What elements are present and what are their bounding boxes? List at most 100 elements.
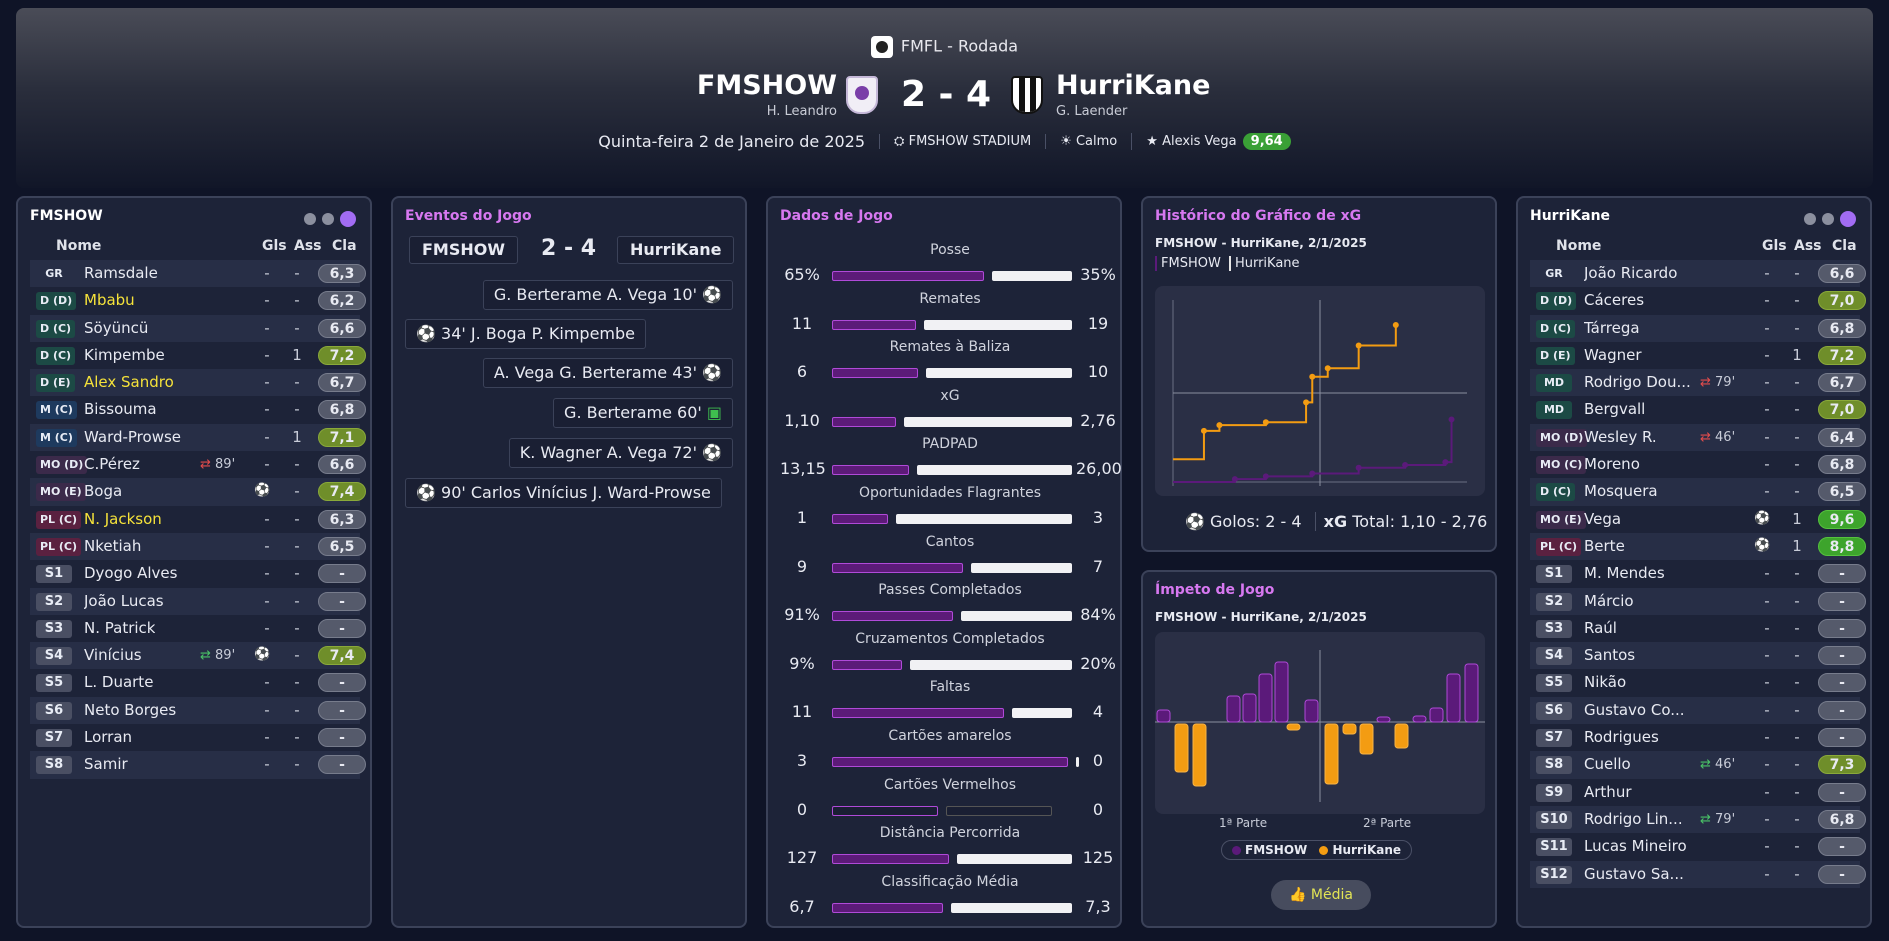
player-name[interactable]: Mbabu xyxy=(84,291,135,310)
player-name[interactable]: Rodrigues xyxy=(1584,728,1659,747)
player-name[interactable]: Wesley R. xyxy=(1584,427,1657,446)
player-name[interactable]: Nketiah xyxy=(84,536,142,555)
player-row[interactable]: S3 Raúl - - - xyxy=(1530,615,1866,642)
panel-view-switch[interactable] xyxy=(1798,210,1856,229)
player-row[interactable]: S12 Gustavo Sa... - - - xyxy=(1530,860,1866,888)
player-row[interactable]: MD Bergvall - -7,0 xyxy=(1530,396,1866,423)
xg-point[interactable] xyxy=(1262,473,1269,480)
momentum-bar[interactable] xyxy=(1394,723,1409,749)
momentum-bar[interactable] xyxy=(1156,709,1171,723)
col-name[interactable]: Nome xyxy=(1556,238,1602,254)
player-row[interactable]: S8 Samir - - - xyxy=(30,751,366,779)
player-name[interactable]: Kimpembe xyxy=(84,345,165,364)
player-row[interactable]: S11 Lucas Mineiro - - - xyxy=(1530,833,1866,860)
player-row[interactable]: M (C) Bissouma - -6,8 xyxy=(30,396,366,423)
xg-point[interactable] xyxy=(1355,342,1362,349)
player-row[interactable]: PL (C) Berte ⚽ 1 8,8 xyxy=(1530,532,1866,561)
panel-view-switch[interactable] xyxy=(298,210,356,229)
view-dot[interactable] xyxy=(304,213,316,225)
player-row[interactable]: MO (E) Vega ⚽ 1 9,6 xyxy=(1530,506,1866,533)
xg-point[interactable] xyxy=(1355,464,1362,471)
player-row[interactable]: GR João Ricardo - -6,6 xyxy=(1530,260,1866,288)
player-name[interactable]: Vinícius xyxy=(84,646,142,665)
player-name[interactable]: Dyogo Alves xyxy=(84,564,178,583)
average-button[interactable]: 👍 Média xyxy=(1271,880,1371,910)
player-name[interactable]: Neto Borges xyxy=(84,700,177,719)
player-name[interactable]: Gustavo Co... xyxy=(1584,700,1685,719)
col-assists[interactable]: Ass xyxy=(294,238,322,254)
player-name[interactable]: Söyüncü xyxy=(84,318,149,337)
col-rating[interactable]: Cla xyxy=(332,238,357,254)
player-name[interactable]: Vega xyxy=(1584,509,1622,528)
player-row[interactable]: S2 Márcio - - - xyxy=(1530,587,1866,615)
player-row[interactable]: D (E) Alex Sandro - -6,7 xyxy=(30,369,366,397)
player-row[interactable]: MO (D) C.Pérez ⇄ 89' - -6,6 xyxy=(30,451,366,478)
player-row[interactable]: MD Rodrigo Dou... ⇄ 79' - -6,7 xyxy=(1530,369,1866,397)
momentum-bar[interactable] xyxy=(1226,695,1241,723)
player-name[interactable]: Berte xyxy=(1584,536,1625,555)
player-row[interactable]: S1 M. Mendes - - - xyxy=(1530,560,1866,587)
player-name[interactable]: Ramsdale xyxy=(84,264,158,282)
momentum-bar[interactable] xyxy=(1304,699,1319,723)
player-name[interactable]: Lorran xyxy=(84,728,133,747)
player-name[interactable]: Santos xyxy=(1584,646,1636,665)
momentum-bar[interactable] xyxy=(1242,693,1257,723)
event-row[interactable]: A. Vega G. Berterame 43' ⚽ xyxy=(482,358,733,388)
momentum-bar[interactable] xyxy=(1192,723,1207,787)
player-name[interactable]: Rodrigo Lin... xyxy=(1584,809,1683,828)
player-row[interactable]: S6 Neto Borges - - - xyxy=(30,696,366,725)
player-name[interactable]: Raúl xyxy=(1584,618,1617,637)
player-row[interactable]: MO (E) Boga ⚽ -7,4 xyxy=(30,478,366,506)
momentum-bar[interactable] xyxy=(1412,715,1427,723)
player-row[interactable]: M (C) Ward-Prowse - 1 7,1 xyxy=(30,423,366,452)
xg-point[interactable] xyxy=(1216,422,1223,429)
momentum-bar[interactable] xyxy=(1464,663,1479,723)
momentum-bar[interactable] xyxy=(1446,673,1461,723)
player-name[interactable]: Márcio xyxy=(1584,591,1634,610)
player-name[interactable]: Alex Sandro xyxy=(84,373,174,392)
player-row[interactable]: MO (D) Wesley R. ⇄ 46' - -6,4 xyxy=(1530,423,1866,452)
xg-point[interactable] xyxy=(1303,399,1310,406)
xg-point[interactable] xyxy=(1231,476,1238,483)
momentum-bar[interactable] xyxy=(1286,723,1301,731)
xg-point[interactable] xyxy=(1262,419,1269,426)
player-row[interactable]: S4 Santos - - - xyxy=(1530,642,1866,670)
xg-point[interactable] xyxy=(1324,365,1331,372)
player-name[interactable]: Wagner xyxy=(1584,345,1642,364)
player-row[interactable]: D (C) Söyüncü - -6,6 xyxy=(30,314,366,342)
event-row[interactable]: ⚽ 34' J. Boga P. Kimpembe xyxy=(405,319,646,349)
view-dot-active[interactable] xyxy=(1840,211,1856,227)
event-row[interactable]: G. Berterame A. Vega 10' ⚽ xyxy=(482,280,733,310)
view-dot-active[interactable] xyxy=(340,211,356,227)
away-team-name[interactable]: HurriKane xyxy=(1056,70,1211,101)
player-row[interactable]: MO (C) Moreno - -6,8 xyxy=(1530,451,1866,478)
player-row[interactable]: S5 Nikão - - - xyxy=(1530,669,1866,696)
player-name[interactable]: C.Pérez xyxy=(84,455,140,474)
player-name[interactable]: Lucas Mineiro xyxy=(1584,837,1687,856)
player-name[interactable]: L. Duarte xyxy=(84,673,154,692)
player-name[interactable]: Nikão xyxy=(1584,673,1627,692)
view-dot[interactable] xyxy=(1822,213,1834,225)
momentum-bar[interactable] xyxy=(1376,716,1391,723)
player-name[interactable]: Cuello xyxy=(1584,755,1631,774)
player-row[interactable]: S6 Gustavo Co... - - - xyxy=(1530,696,1866,725)
player-row[interactable]: S5 L. Duarte - - - xyxy=(30,669,366,696)
player-name[interactable]: Bissouma xyxy=(84,400,157,419)
event-row[interactable]: K. Wagner A. Vega 72' ⚽ xyxy=(508,438,733,468)
event-row[interactable]: ⚽ 90' Carlos Vinícius J. Ward-Prowse xyxy=(405,478,722,508)
col-name[interactable]: Nome xyxy=(56,238,102,254)
player-row[interactable]: S10 Rodrigo Lin... ⇄ 79' - -6,8 xyxy=(1530,805,1866,834)
player-row[interactable]: S8 Cuello ⇄ 46' - -7,3 xyxy=(1530,751,1866,779)
player-row[interactable]: PL (C) Nketiah - -6,5 xyxy=(30,532,366,561)
player-row[interactable]: S1 Dyogo Alves - - - xyxy=(30,560,366,587)
player-name[interactable]: Tárrega xyxy=(1584,318,1640,337)
player-name[interactable]: M. Mendes xyxy=(1584,564,1665,583)
player-name[interactable]: Ward-Prowse xyxy=(84,427,182,446)
momentum-bar[interactable] xyxy=(1274,661,1289,723)
xg-point[interactable] xyxy=(1442,459,1449,466)
player-row[interactable]: S7 Rodrigues - - - xyxy=(1530,724,1866,751)
player-name[interactable]: N. Jackson xyxy=(84,509,162,528)
player-name[interactable]: Samir xyxy=(84,755,128,774)
col-assists[interactable]: Ass xyxy=(1794,238,1822,254)
col-goals[interactable]: Gls xyxy=(1762,238,1787,254)
